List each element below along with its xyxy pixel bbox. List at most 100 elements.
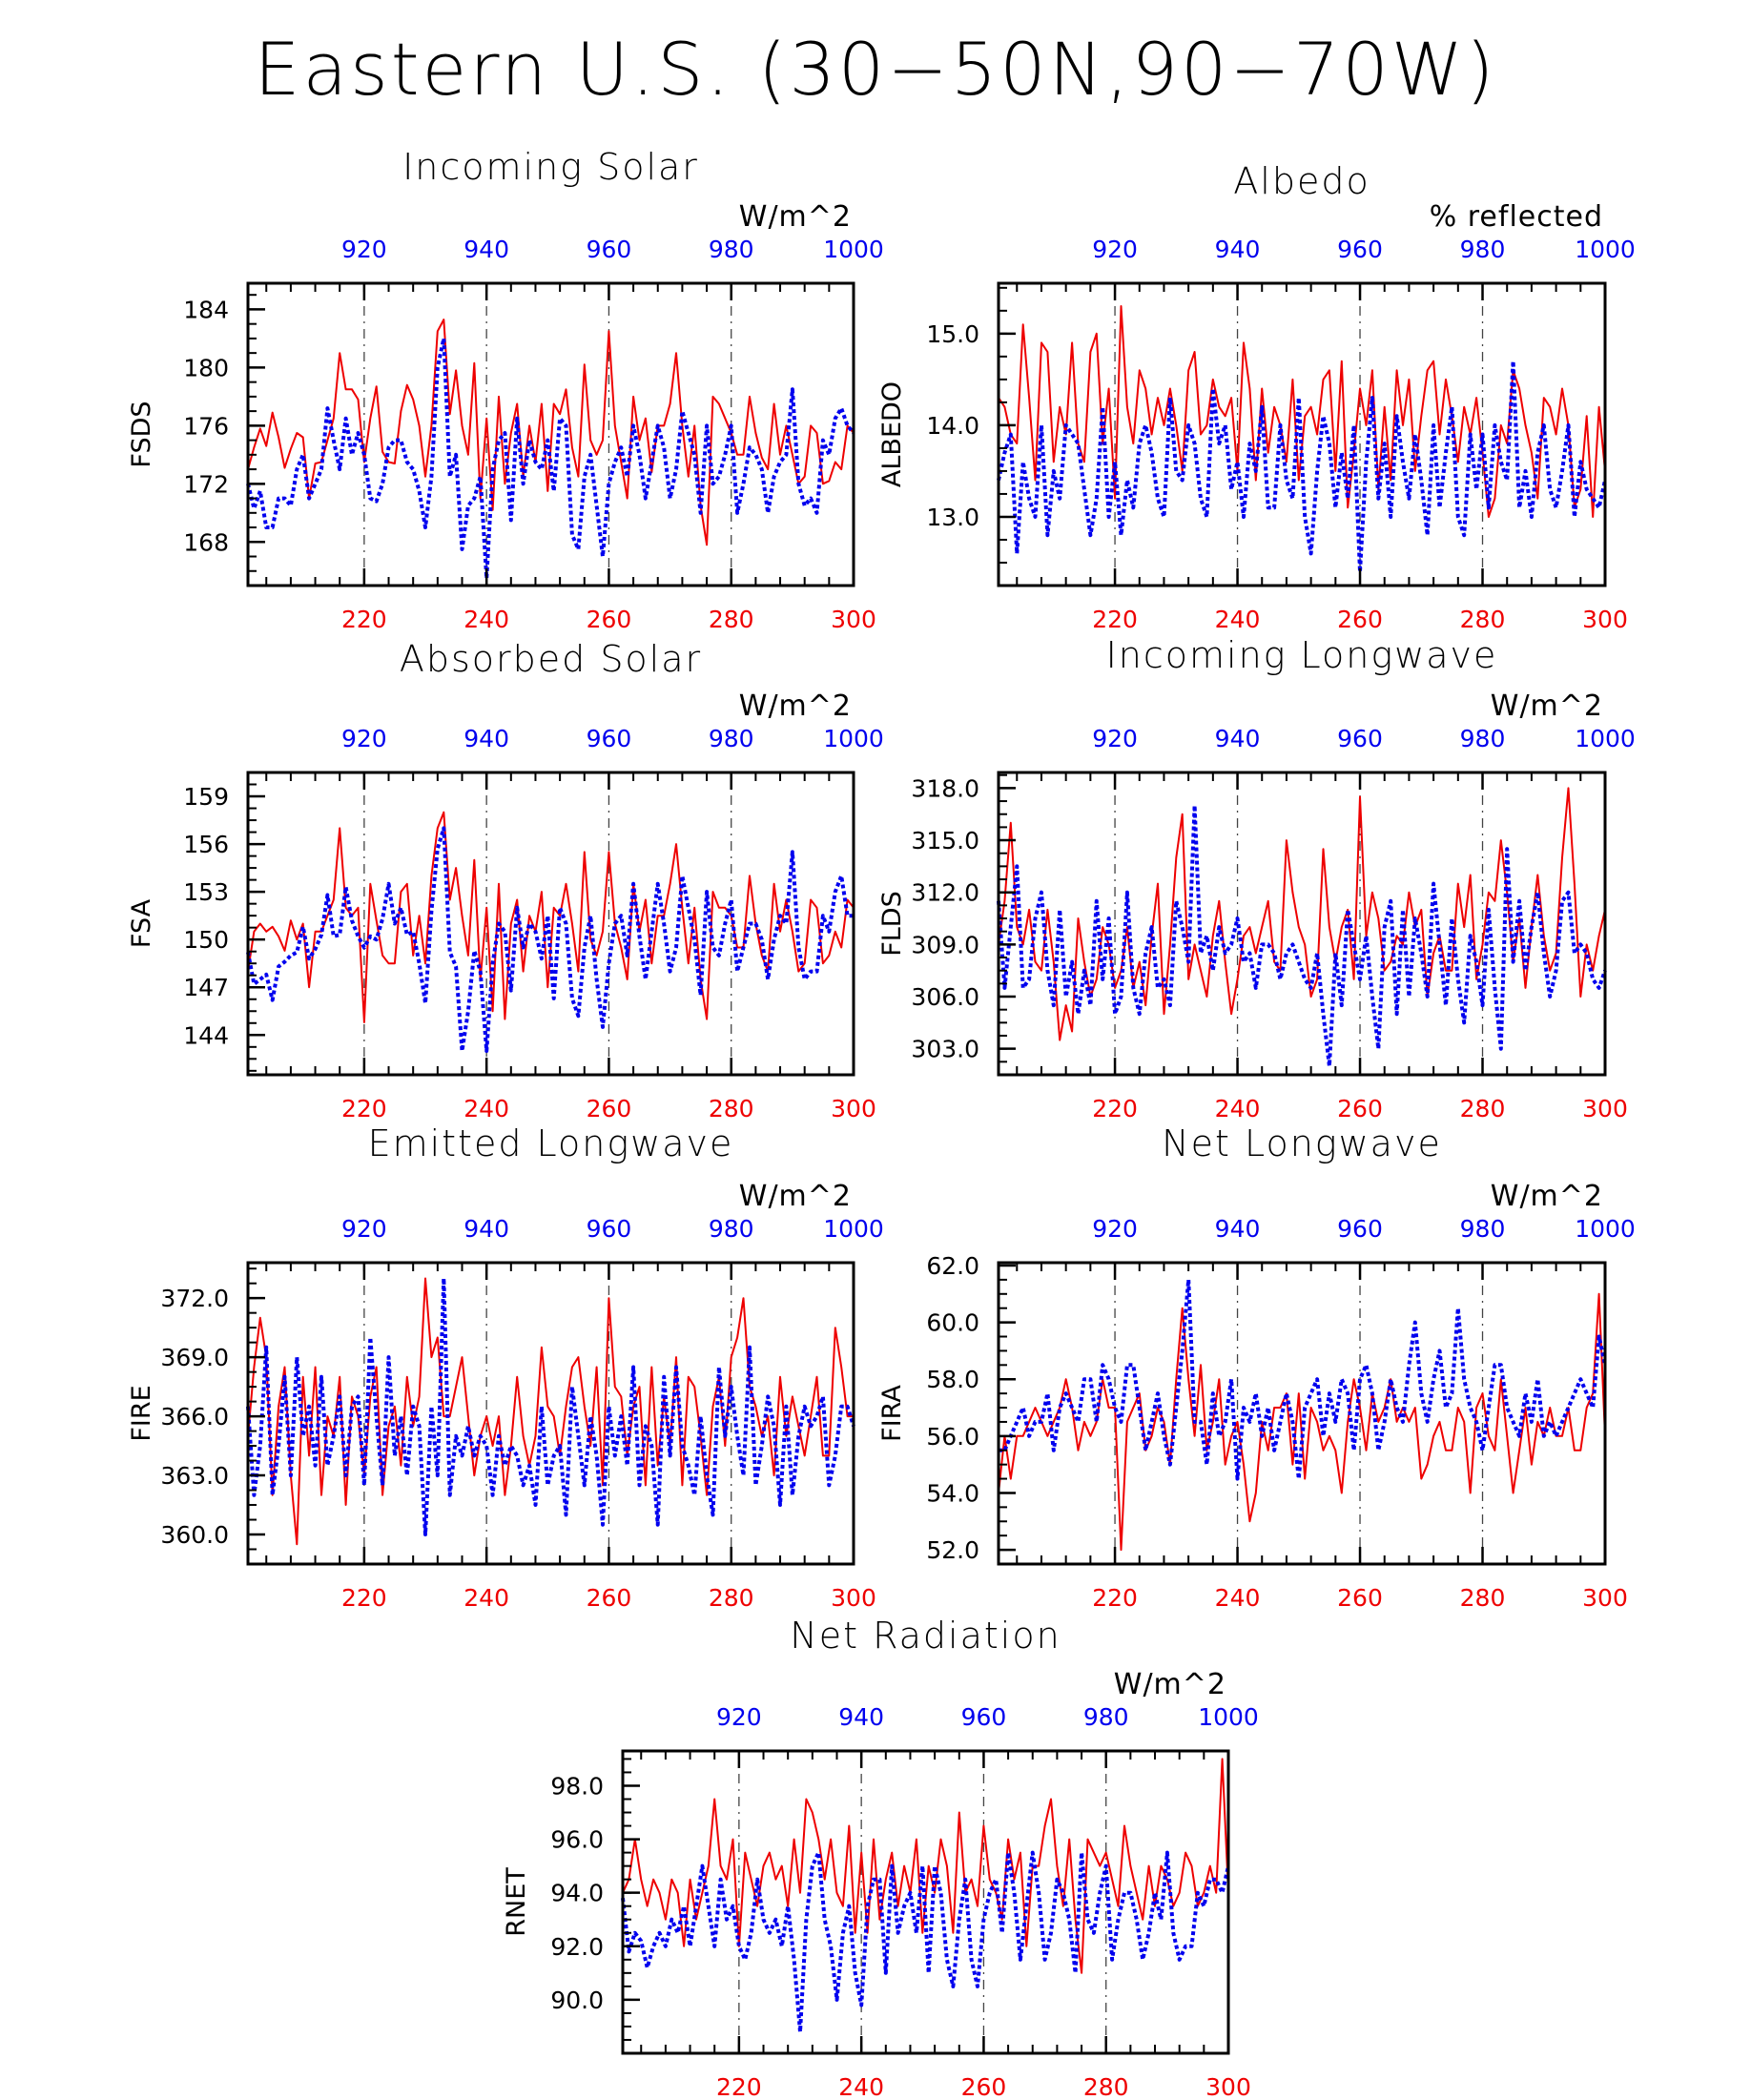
series-blue-line bbox=[246, 1276, 855, 1536]
x-tick-label-bottom: 220 bbox=[341, 1584, 387, 1612]
y-tick-label: 15.0 bbox=[926, 320, 979, 348]
y-tick-label: 172 bbox=[183, 470, 229, 498]
units-label: W/m^2 bbox=[1491, 1180, 1603, 1213]
x-tick-label-bottom: 240 bbox=[838, 2073, 884, 2100]
x-tick-label-bottom: 260 bbox=[587, 1095, 632, 1122]
x-tick-label-top: 1000 bbox=[1575, 236, 1636, 263]
x-tick-label-top: 940 bbox=[464, 236, 509, 263]
x-tick-label-bottom: 280 bbox=[709, 1095, 754, 1122]
x-tick-label-top: 980 bbox=[709, 1215, 754, 1243]
chart-title: Emitted Longwave bbox=[368, 1122, 734, 1164]
y-tick-label: 360.0 bbox=[160, 1521, 229, 1549]
y-axis-label: FIRA bbox=[877, 1385, 907, 1442]
x-tick-label-bottom: 240 bbox=[464, 1095, 509, 1122]
chart-rnet: Net Radiation W/m^2 220 240 260 280 300 920 940 9… bbox=[502, 1615, 1259, 2100]
page-title: Eastern U.S. (30−50N,90−70W) bbox=[254, 27, 1497, 112]
x-tick-label-top: 960 bbox=[1337, 236, 1383, 263]
x-tick-label-bottom: 220 bbox=[1092, 1095, 1138, 1122]
y-tick-label: 318.0 bbox=[911, 774, 979, 802]
plot-frame bbox=[997, 1261, 1607, 1566]
units-label: W/m^2 bbox=[1491, 690, 1603, 723]
x-tick-label-top: 920 bbox=[1092, 725, 1138, 752]
x-tick-label-top: 960 bbox=[587, 725, 632, 752]
y-tick-label: 180 bbox=[183, 354, 229, 381]
x-tick-label-top: 960 bbox=[1337, 1215, 1383, 1243]
x-tick-label-bottom: 280 bbox=[1460, 1584, 1506, 1612]
x-tick-label-top: 980 bbox=[709, 236, 754, 263]
x-tick-label-bottom: 280 bbox=[1460, 1095, 1506, 1122]
x-tick-label-bottom: 240 bbox=[1215, 1584, 1261, 1612]
x-tick-label-top: 920 bbox=[716, 1703, 762, 1731]
x-tick-label-bottom: 280 bbox=[709, 1584, 754, 1612]
x-tick-label-top: 920 bbox=[341, 1215, 387, 1243]
y-tick-label: 303.0 bbox=[911, 1036, 979, 1063]
x-tick-label-bottom: 280 bbox=[709, 606, 754, 633]
x-tick-label-top: 980 bbox=[1460, 1215, 1506, 1243]
chart-title: Net Longwave bbox=[1162, 1122, 1442, 1164]
y-tick-label: 168 bbox=[183, 528, 229, 556]
x-tick-label-bottom: 260 bbox=[1337, 1584, 1383, 1612]
plot-frame bbox=[246, 1261, 855, 1566]
y-tick-label: 184 bbox=[183, 296, 229, 323]
x-tick-label-top: 940 bbox=[1215, 236, 1261, 263]
x-tick-label-top: 1000 bbox=[823, 725, 884, 752]
y-axis-label: FIRE bbox=[127, 1385, 156, 1441]
y-tick-label: 62.0 bbox=[926, 1252, 979, 1280]
x-tick-label-bottom: 300 bbox=[831, 606, 876, 633]
series-blue-line bbox=[997, 359, 1607, 574]
x-tick-label-top: 920 bbox=[1092, 236, 1138, 263]
y-tick-label: 147 bbox=[183, 974, 229, 1001]
x-tick-label-bottom: 260 bbox=[1337, 606, 1383, 633]
y-axis-label: FSDS bbox=[127, 401, 156, 467]
x-tick-label-bottom: 300 bbox=[831, 1095, 876, 1122]
x-tick-label-bottom: 220 bbox=[341, 606, 387, 633]
y-tick-label: 153 bbox=[183, 878, 229, 906]
y-tick-label: 60.0 bbox=[926, 1309, 979, 1337]
chart-fsds: Incoming Solar W/m^2 220 240 260 280 300 920 940… bbox=[127, 146, 884, 633]
x-tick-label-top: 940 bbox=[464, 1215, 509, 1243]
y-tick-label: 150 bbox=[183, 926, 229, 954]
y-axis-label: RNET bbox=[502, 1867, 531, 1937]
x-tick-label-bottom: 300 bbox=[1582, 1584, 1628, 1612]
units-label: W/m^2 bbox=[739, 690, 852, 723]
x-tick-label-bottom: 280 bbox=[1460, 606, 1506, 633]
plot-frame bbox=[246, 281, 855, 587]
y-tick-label: 176 bbox=[183, 412, 229, 440]
series-red-line bbox=[622, 1758, 1229, 1974]
chart-title: Absorbed Solar bbox=[400, 638, 702, 680]
x-tick-label-top: 940 bbox=[838, 1703, 884, 1731]
y-tick-label: 94.0 bbox=[550, 1880, 604, 1907]
y-tick-label: 363.0 bbox=[160, 1462, 229, 1490]
x-tick-label-bottom: 240 bbox=[1215, 606, 1261, 633]
series-blue-line bbox=[999, 1277, 1607, 1481]
x-tick-label-bottom: 220 bbox=[716, 2073, 762, 2100]
series-blue-line bbox=[621, 1850, 1230, 2034]
x-tick-label-bottom: 220 bbox=[1092, 606, 1138, 633]
units-label: W/m^2 bbox=[1114, 1668, 1226, 1701]
x-tick-label-top: 980 bbox=[1083, 1703, 1129, 1731]
x-tick-label-top: 920 bbox=[1092, 1215, 1138, 1243]
series-blue-line bbox=[246, 826, 854, 1053]
chart-fsa: Absorbed Solar W/m^2 220 240 260 280 300 920 940… bbox=[127, 638, 884, 1122]
plot-frame bbox=[997, 771, 1607, 1077]
x-tick-label-top: 960 bbox=[587, 1215, 632, 1243]
y-tick-label: 156 bbox=[183, 831, 229, 858]
chart-albedo: Albedo % reflected 220 240 260 280 300 920 940 96… bbox=[877, 160, 1636, 633]
units-label: % reflected bbox=[1430, 200, 1603, 234]
x-tick-label-bottom: 300 bbox=[1582, 606, 1628, 633]
x-tick-label-top: 1000 bbox=[823, 1215, 884, 1243]
y-tick-label: 312.0 bbox=[911, 879, 979, 907]
series-red-line bbox=[247, 811, 855, 1023]
x-tick-label-top: 920 bbox=[341, 725, 387, 752]
plot-frame bbox=[997, 281, 1607, 587]
series-red-line bbox=[247, 319, 855, 546]
y-axis-label: FSA bbox=[127, 898, 156, 948]
chart-title: Incoming Solar bbox=[402, 146, 699, 188]
y-tick-label: 96.0 bbox=[550, 1826, 604, 1854]
x-tick-label-bottom: 240 bbox=[464, 606, 509, 633]
x-tick-label-bottom: 220 bbox=[341, 1095, 387, 1122]
x-tick-label-top: 960 bbox=[587, 236, 632, 263]
x-tick-label-top: 960 bbox=[1337, 725, 1383, 752]
